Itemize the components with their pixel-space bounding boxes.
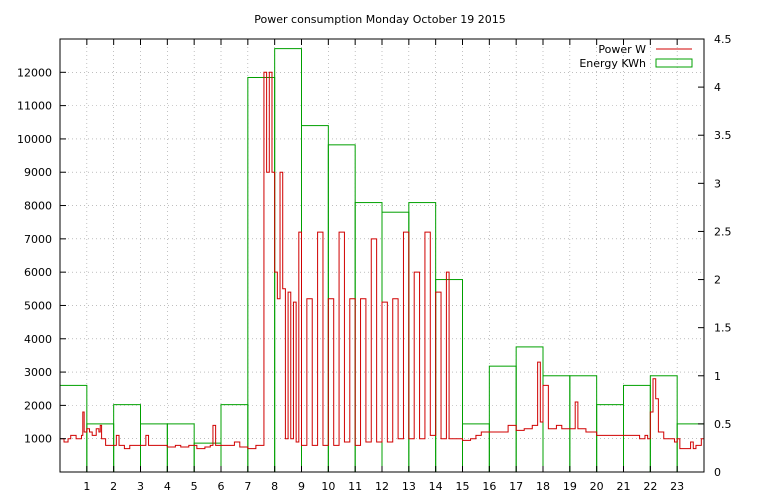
energy-bar (649, 375, 678, 473)
x-tick-label: 1 (83, 480, 90, 493)
energy-bar (166, 423, 195, 473)
power-series (60, 71, 705, 450)
energy-bar (488, 365, 517, 473)
power-line (60, 71, 705, 450)
y-right-tick-label: 4 (714, 81, 721, 94)
energy-bar (113, 404, 141, 473)
y-right-tick-label: 3.5 (714, 129, 732, 142)
energy-bar (381, 211, 410, 473)
energy-bar (354, 202, 383, 473)
energy-bar (327, 144, 356, 473)
energy-bar (596, 404, 625, 473)
x-tick-label: 7 (244, 480, 251, 493)
legend-label-power: Power W (598, 43, 646, 56)
legend: Power W Energy KWh (579, 43, 693, 70)
y-right-tick-label: 4.5 (714, 33, 732, 46)
x-tick-label: 16 (482, 480, 496, 493)
energy-bar (569, 375, 598, 473)
y-left-tick-label: 11000 (17, 100, 52, 113)
y-right-tick-label: 0 (714, 466, 721, 479)
x-tick-label: 20 (590, 480, 604, 493)
x-tick-label: 11 (348, 480, 362, 493)
x-tick-label: 8 (271, 480, 278, 493)
y-left-tick-label: 1000 (24, 433, 52, 446)
y-left-tick-label: 4000 (24, 333, 52, 346)
energy-bar (542, 375, 571, 473)
x-tick-label: 12 (375, 480, 389, 493)
energy-bar (515, 346, 544, 473)
y-left-tick-label: 2000 (24, 399, 52, 412)
y-left-tick-label: 7000 (24, 233, 52, 246)
x-tick-label: 21 (617, 480, 631, 493)
x-tick-label: 14 (429, 480, 443, 493)
energy-bar (301, 125, 329, 473)
x-tick-label: 13 (402, 480, 416, 493)
x-tick-label: 6 (218, 480, 225, 493)
y-left-tick-label: 5000 (24, 299, 52, 312)
chart-title: Power consumption Monday October 19 2015 (254, 13, 505, 26)
x-tick-label: 22 (643, 480, 657, 493)
x-tick-label: 3 (137, 480, 144, 493)
x-tick-label: 9 (298, 480, 305, 493)
y-left-tick-label: 6000 (24, 266, 52, 279)
x-tick-label: 5 (191, 480, 198, 493)
y-left-tick-label: 9000 (24, 166, 52, 179)
x-tick-label: 2 (110, 480, 117, 493)
x-tick-label: 18 (536, 480, 550, 493)
energy-bar (462, 423, 490, 473)
energy-bar (408, 202, 437, 473)
y-left-tick-label: 8000 (24, 200, 52, 213)
x-tick-label: 17 (509, 480, 523, 493)
y-right-tick-label: 1.5 (714, 322, 732, 335)
y-right-tick-label: 2.5 (714, 225, 732, 238)
energy-bar (623, 384, 651, 473)
x-tick-label: 10 (321, 480, 335, 493)
legend-swatch-energy (655, 58, 693, 68)
energy-bar (247, 76, 276, 473)
y-right-tick-label: 2 (714, 274, 721, 287)
x-tick-label: 15 (456, 480, 470, 493)
energy-bar (220, 404, 249, 473)
y-right-tick-label: 1 (714, 370, 721, 383)
energy-bar (140, 423, 168, 473)
legend-label-energy: Energy KWh (579, 57, 646, 70)
x-tick-label: 19 (563, 480, 577, 493)
x-tick-label: 4 (164, 480, 171, 493)
axes: 1 2 3 4 5 6 7 8 9 10 11 12 13 14 15 16 17 18 19 20 21 22 23100… (17, 33, 732, 493)
x-tick-label: 23 (670, 480, 684, 493)
y-left-tick-label: 10000 (17, 133, 52, 146)
y-right-tick-label: 0.5 (714, 418, 732, 431)
y-left-tick-label: 3000 (24, 366, 52, 379)
y-left-tick-label: 12000 (17, 66, 52, 79)
y-right-tick-label: 3 (714, 177, 721, 190)
